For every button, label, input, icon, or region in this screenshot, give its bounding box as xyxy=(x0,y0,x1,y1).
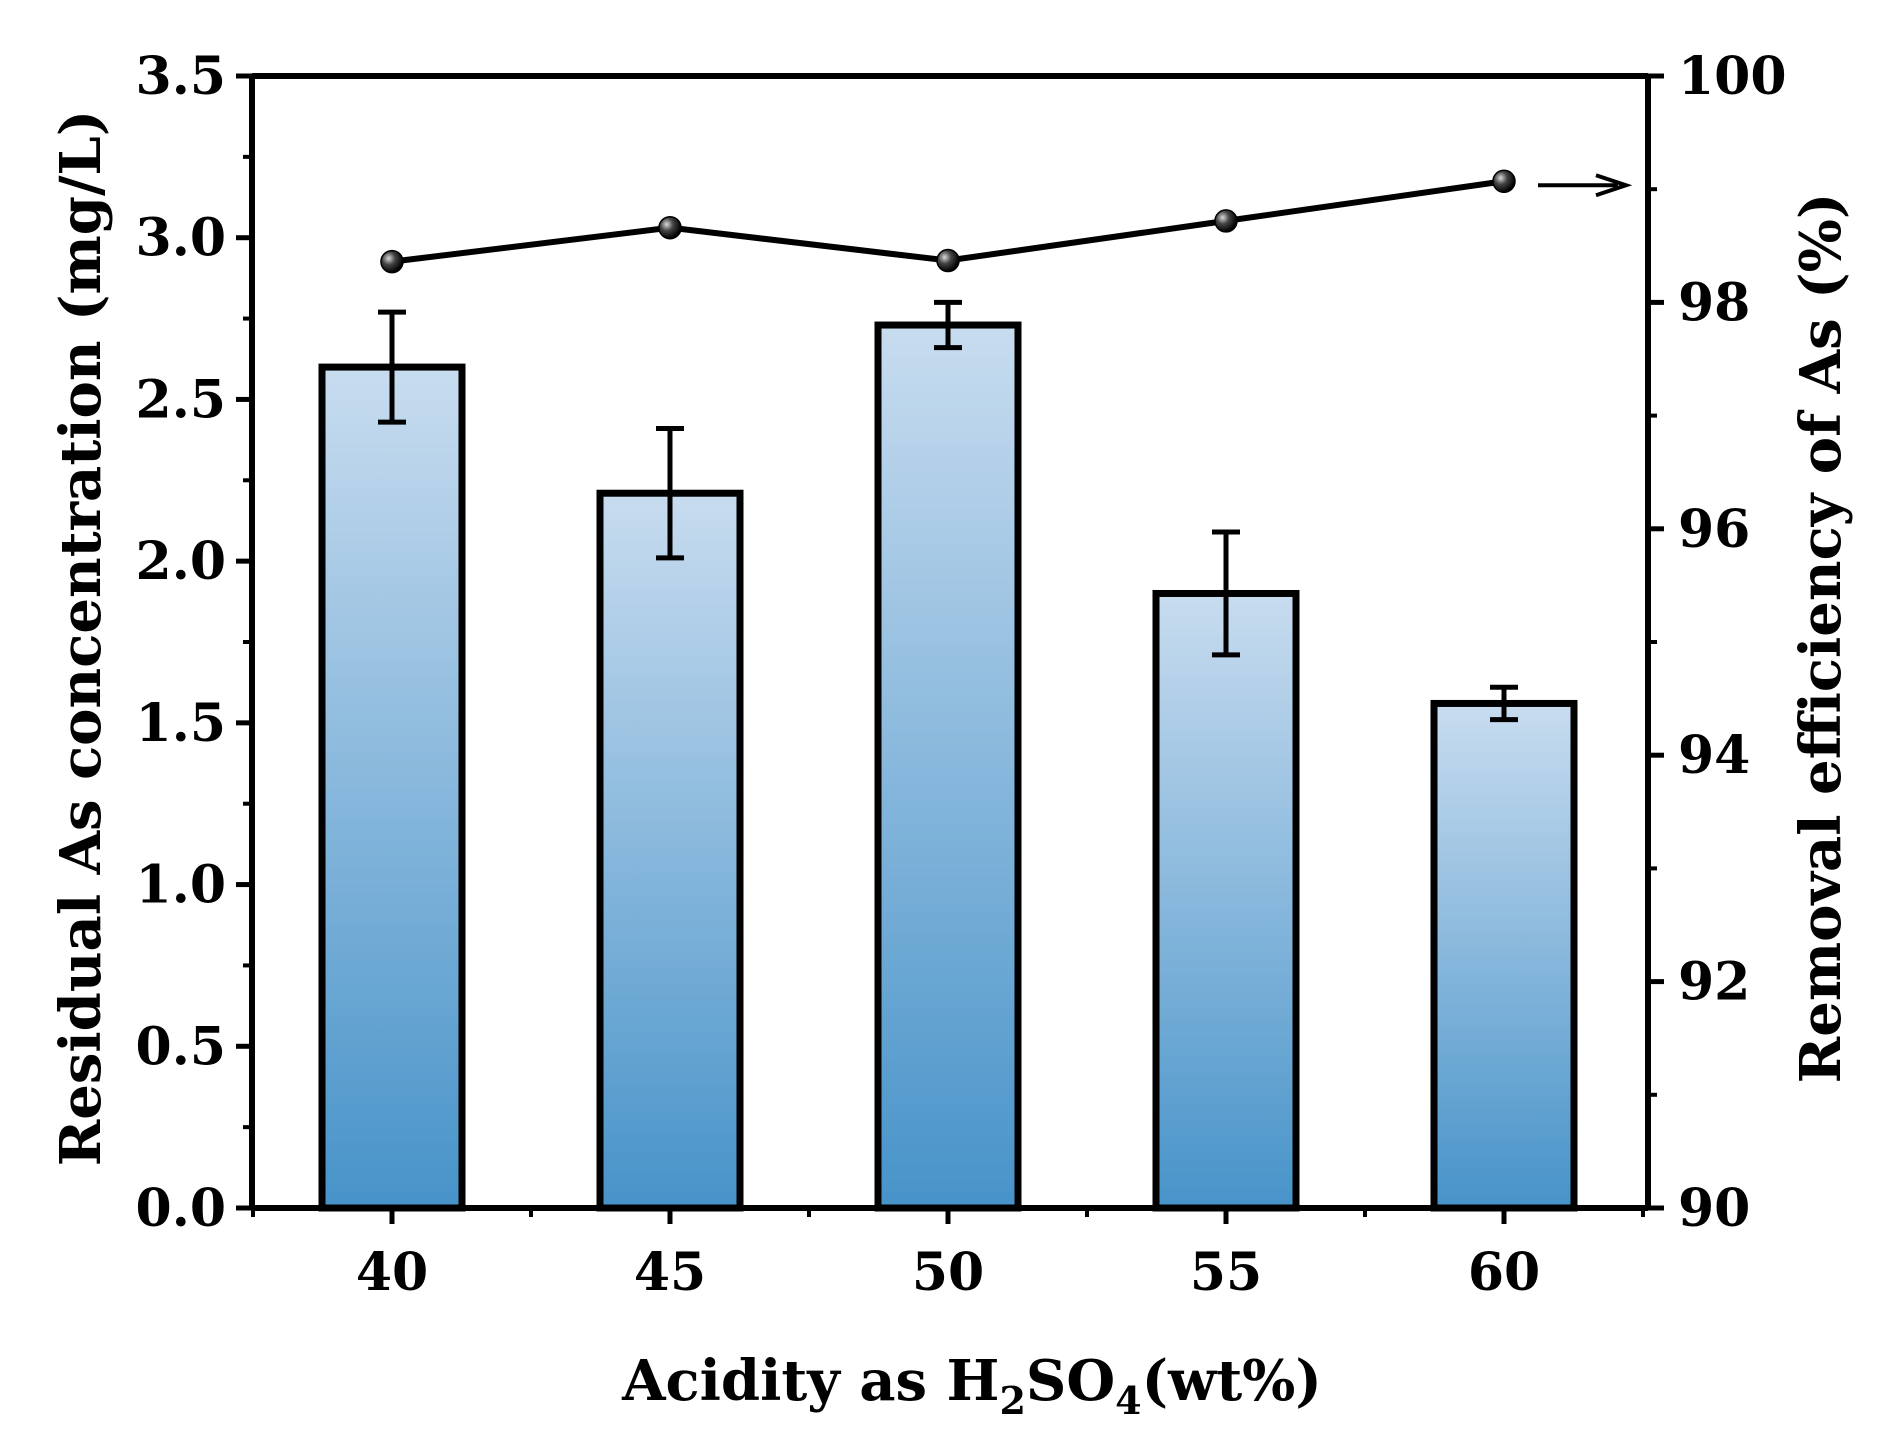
bar-50 xyxy=(874,321,1022,1212)
error-bar-45 xyxy=(656,426,684,561)
axes-layer: 0.0 0.5 1.0 1.5 2.0 2.5 3.0 3.5 90 92 94 96 98 100 40 4… xyxy=(136,46,1787,1303)
bar-45 xyxy=(596,489,744,1212)
left-tick-label: 0.5 xyxy=(136,1016,226,1077)
x-tick-label: 40 xyxy=(356,1242,428,1303)
x-tick-label: 45 xyxy=(634,1242,706,1303)
bar-55 xyxy=(1152,589,1300,1212)
point-55 xyxy=(1214,209,1238,233)
x-tick-label: 50 xyxy=(912,1242,984,1303)
x-axis-title: Acidity as H2SO4(wt%) xyxy=(621,1348,1322,1423)
line-series-layer xyxy=(380,169,1633,274)
point-45 xyxy=(658,215,682,240)
left-y-axis-title: Residual As concentration (mg/L) xyxy=(48,110,114,1167)
left-tick-label: 3.0 xyxy=(136,208,226,269)
error-bars-layer xyxy=(378,299,1518,723)
labels-layer: Acidity as H2SO4(wt%) Residual As concen… xyxy=(48,110,1854,1423)
x-tick-label: 55 xyxy=(1190,1242,1262,1303)
right-tick-label: 96 xyxy=(1678,499,1750,560)
left-tick-label: 2.5 xyxy=(136,369,226,430)
left-tick-label: 0.0 xyxy=(136,1178,226,1239)
error-bar-40 xyxy=(378,309,406,425)
error-bar-55 xyxy=(1212,529,1240,658)
bar-40 xyxy=(318,363,466,1212)
point-60 xyxy=(1492,169,1516,194)
right-y-axis-title: Removal efficiency of As (%) xyxy=(1788,193,1854,1084)
right-tick-label: 94 xyxy=(1678,725,1750,786)
left-tick-label: 2.0 xyxy=(136,531,226,592)
bars-layer xyxy=(318,321,1578,1212)
point-50 xyxy=(936,248,960,273)
right-tick-label: 98 xyxy=(1678,272,1750,333)
right-tick-label: 100 xyxy=(1678,46,1787,107)
left-tick-label: 1.0 xyxy=(136,855,226,916)
right-tick-label: 92 xyxy=(1678,952,1750,1013)
right-tick-label: 90 xyxy=(1678,1178,1750,1239)
error-bar-60 xyxy=(1490,684,1518,723)
left-tick-label: 3.5 xyxy=(136,46,226,107)
point-40 xyxy=(380,249,404,274)
left-tick-label: 1.5 xyxy=(136,693,226,754)
x-tick-label: 60 xyxy=(1468,1242,1540,1303)
error-bar-50 xyxy=(934,299,962,351)
right-axis-arrow-head xyxy=(1595,173,1633,198)
bar-60 xyxy=(1430,699,1578,1212)
